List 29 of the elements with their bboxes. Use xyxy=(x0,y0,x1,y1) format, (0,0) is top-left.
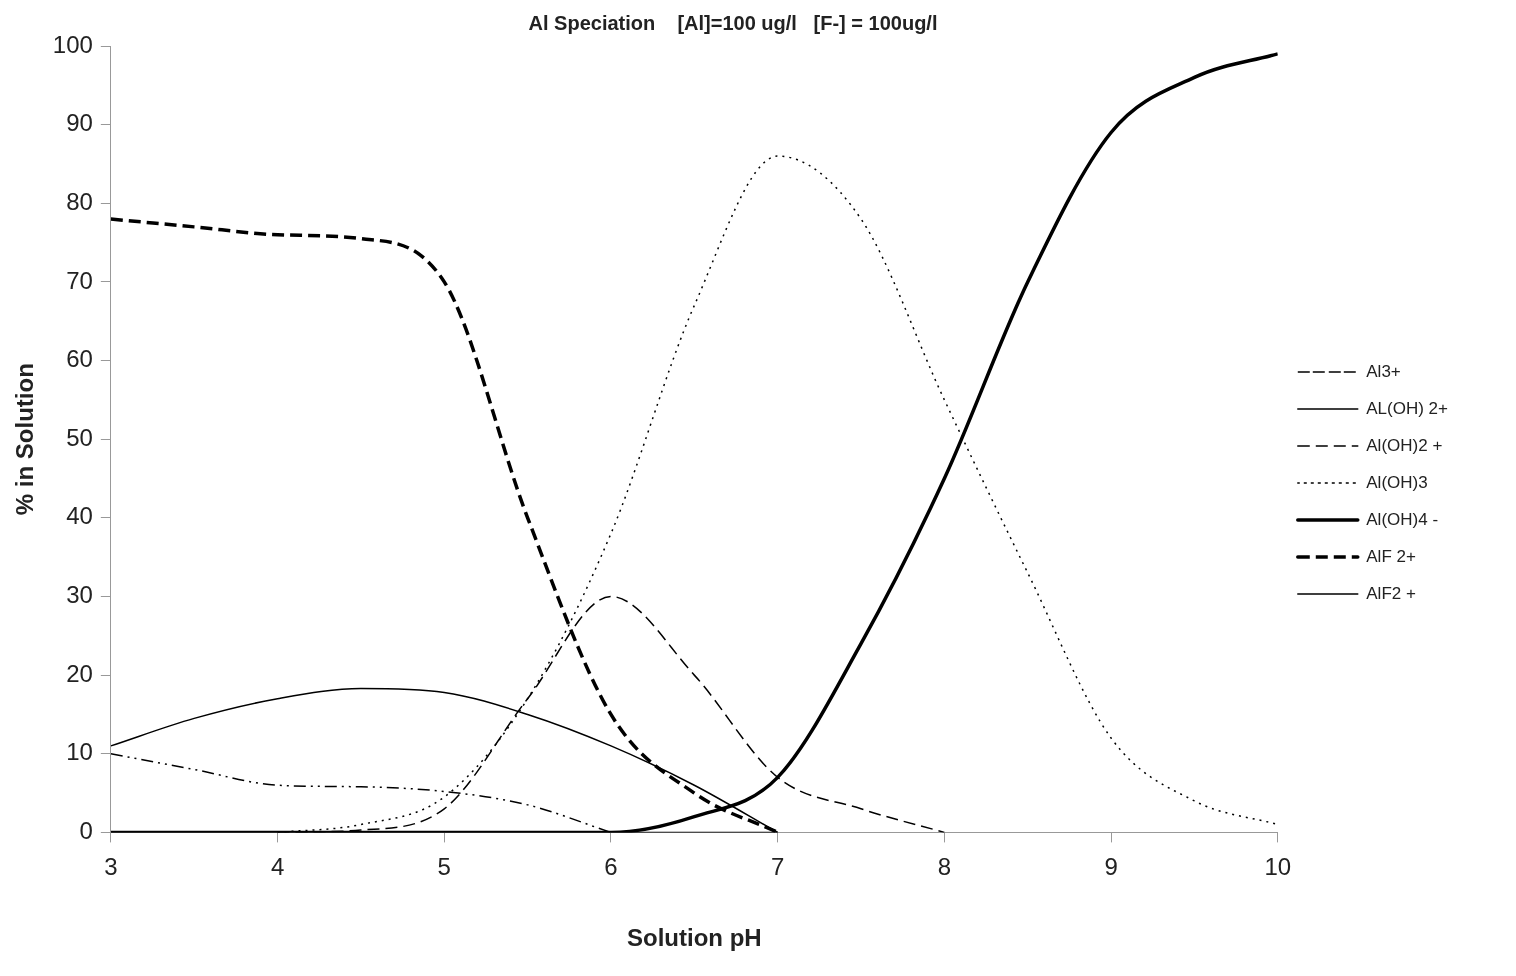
y-axis-title: % in Solution xyxy=(11,363,39,516)
legend-label: Al(OH)3 xyxy=(1366,472,1428,492)
legend-label: Al(OH)4 - xyxy=(1366,509,1439,529)
legend-label: AlF 2+ xyxy=(1366,546,1416,566)
legend-label: AlF2 + xyxy=(1366,583,1416,603)
legend-label: Al(OH)2 + xyxy=(1366,435,1443,455)
chart-title: Al Speciation [Al]=100 ug/l [F-] = 100ug/l xyxy=(528,11,938,34)
legend-label: AL(OH) 2+ xyxy=(1366,398,1449,418)
y-tick-label: 0 xyxy=(79,817,93,845)
y-tick-label: 30 xyxy=(66,581,93,609)
x-tick-label: 6 xyxy=(604,853,618,881)
y-tick-label: 60 xyxy=(66,345,93,373)
y-tick-label: 10 xyxy=(66,738,93,766)
y-tick-label: 80 xyxy=(66,187,93,215)
x-tick-label: 8 xyxy=(937,853,952,881)
y-tick-label: 70 xyxy=(66,266,93,294)
y-tick-label: 40 xyxy=(66,502,93,530)
y-tick-label: 100 xyxy=(52,30,93,58)
y-tick-label: 20 xyxy=(66,659,93,687)
x-axis-title: Solution pH xyxy=(626,924,762,952)
y-tick-label: 50 xyxy=(66,423,93,451)
x-tick-label: 5 xyxy=(437,853,451,881)
x-tick-label: 4 xyxy=(270,853,285,881)
legend-label: Al3+ xyxy=(1366,361,1401,381)
x-tick-label: 3 xyxy=(104,853,118,881)
x-tick-label: 10 xyxy=(1264,853,1292,881)
x-tick-label: 9 xyxy=(1104,853,1118,881)
x-tick-label: 7 xyxy=(770,853,785,881)
y-tick-label: 90 xyxy=(66,109,93,137)
